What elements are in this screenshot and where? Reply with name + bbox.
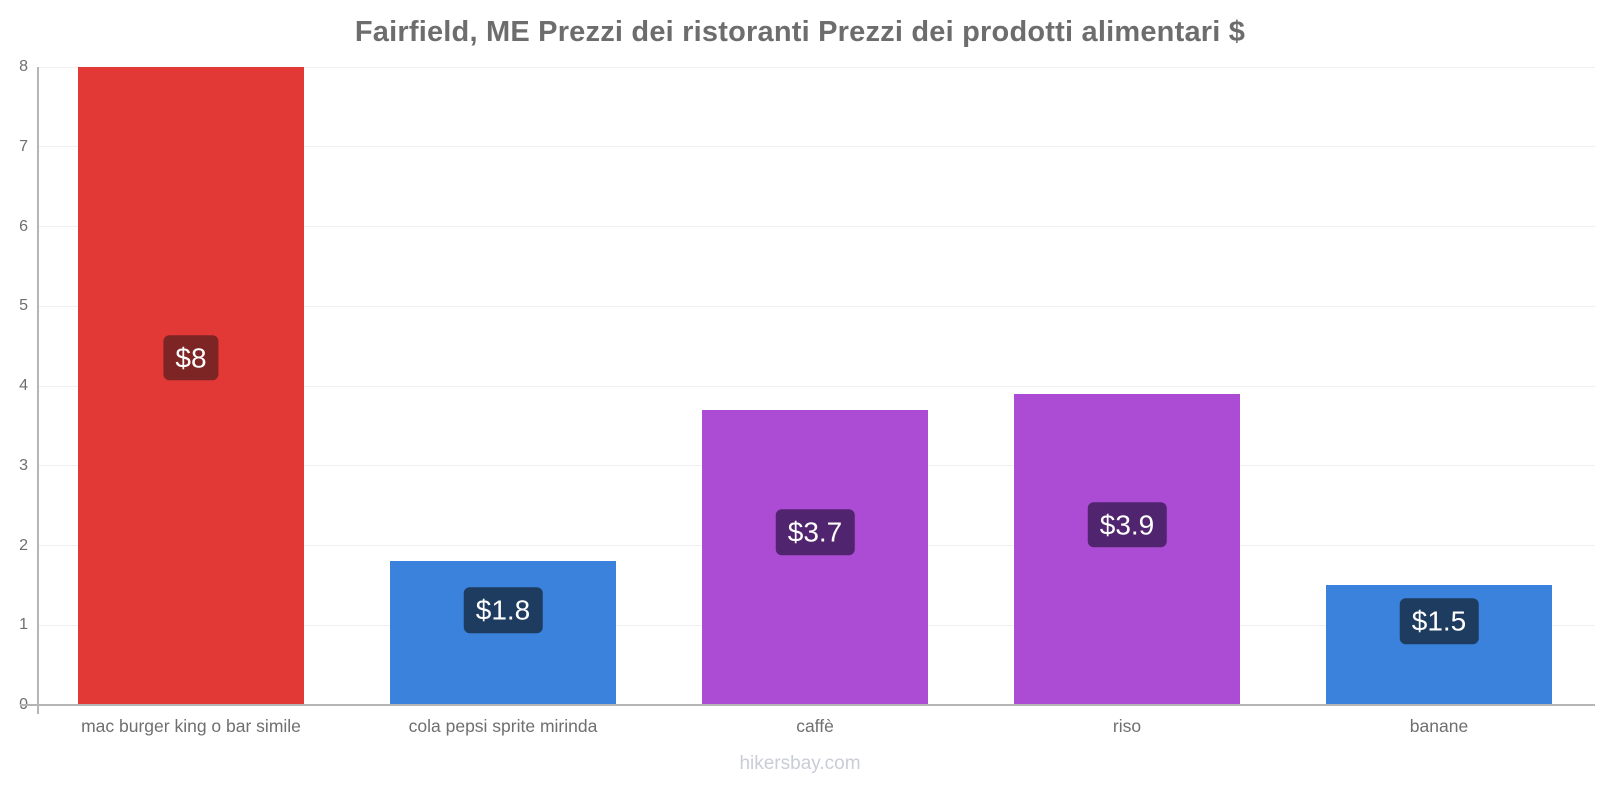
y-axis-tick-label: 4 <box>19 377 28 394</box>
y-axis-line <box>37 67 39 714</box>
y-axis-tick-label: 6 <box>19 217 28 235</box>
gridline <box>37 66 1595 68</box>
gridline <box>37 226 1595 227</box>
y-axis-tick-label: 2 <box>19 536 28 554</box>
y-axis-tick-label: 1 <box>19 616 28 634</box>
y-axis-tick-label: 5 <box>19 297 28 315</box>
chart-title: Fairfield, ME Prezzi dei ristoranti Prez… <box>354 16 1246 48</box>
y-axis-tick-label: 7 <box>19 137 28 155</box>
x-axis-category-label: banane <box>1409 716 1469 736</box>
y-axis-tick-label: 3 <box>19 456 28 474</box>
value-label: $1.8 <box>463 587 543 633</box>
x-axis-category-label: riso <box>1112 716 1142 736</box>
bar[interactable] <box>1014 393 1240 704</box>
watermark-hikersbay: hikersbay.com <box>739 753 861 774</box>
bar[interactable] <box>390 561 616 704</box>
value-label: $3.9 <box>1087 501 1167 548</box>
gridline <box>37 385 1595 387</box>
x-axis-category-label: caffè <box>796 716 834 736</box>
bar[interactable] <box>702 409 928 704</box>
y-axis-tick-label: 8 <box>19 58 28 75</box>
gridline <box>37 305 1595 307</box>
gridline <box>37 146 1595 148</box>
x-axis-category-label: mac burger king o bar simile <box>81 716 301 736</box>
bar[interactable] <box>78 67 304 704</box>
x-axis-category-label: cola pepsi sprite mirinda <box>408 716 598 736</box>
value-label: $3.7 <box>775 509 855 556</box>
x-axis-line <box>20 704 1595 706</box>
value-label: $8 <box>163 335 219 381</box>
value-label: $1.5 <box>1399 598 1479 644</box>
